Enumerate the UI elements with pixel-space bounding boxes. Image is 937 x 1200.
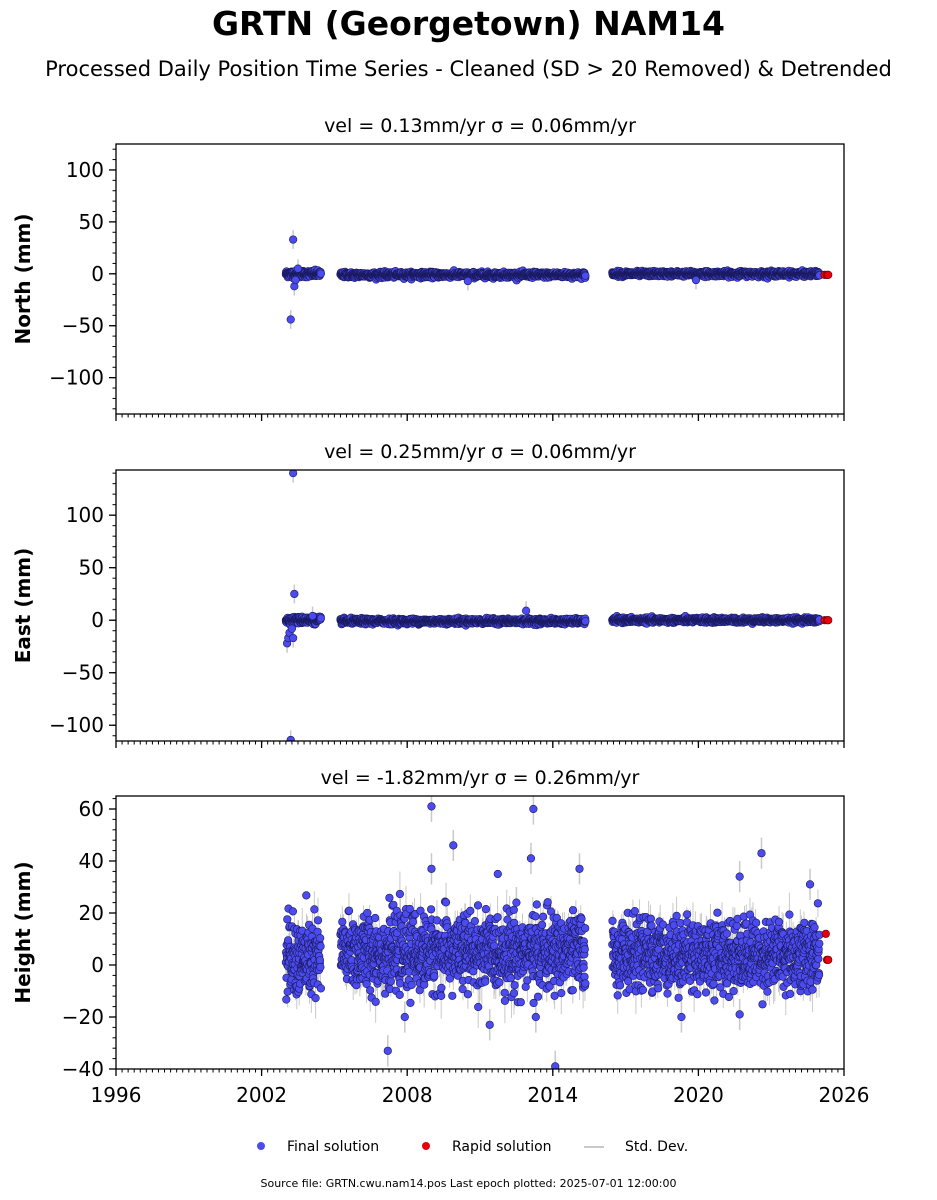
data-layer xyxy=(281,470,833,741)
y-tick-label: 50 xyxy=(79,210,104,234)
final-point xyxy=(286,315,295,324)
velocity-label: vel = 0.13mm/yr σ = 0.06mm/yr xyxy=(324,115,636,137)
x-ticks xyxy=(115,414,845,421)
final-point xyxy=(316,614,326,623)
rapid-solution-points xyxy=(820,270,833,279)
y-tick-label: 100 xyxy=(66,158,104,182)
chart-title: GRTN (Georgetown) NAM14 xyxy=(211,4,726,43)
panel-north: −100 −50 0 50 100 North (mm) vel = 0.13mm/yr σ… xyxy=(11,115,845,421)
final-point xyxy=(463,276,472,286)
final-point xyxy=(289,235,298,244)
y-ticks xyxy=(109,148,116,410)
y-tick-label: 0 xyxy=(91,262,104,286)
y-tick-label: −50 xyxy=(62,314,104,338)
y-axis-label: North (mm) xyxy=(11,213,35,344)
data-layer xyxy=(281,230,833,329)
final-point xyxy=(293,264,303,273)
chart-subtitle: Processed Daily Position Time Series - C… xyxy=(45,57,892,81)
final-point xyxy=(691,275,701,285)
rapid-point xyxy=(824,270,833,279)
y-tick-label: −100 xyxy=(49,366,104,390)
final-solution-points xyxy=(281,235,824,324)
final-solution-points xyxy=(281,470,824,741)
final-point xyxy=(316,269,326,278)
final-point xyxy=(291,275,300,285)
final-point xyxy=(581,271,590,280)
